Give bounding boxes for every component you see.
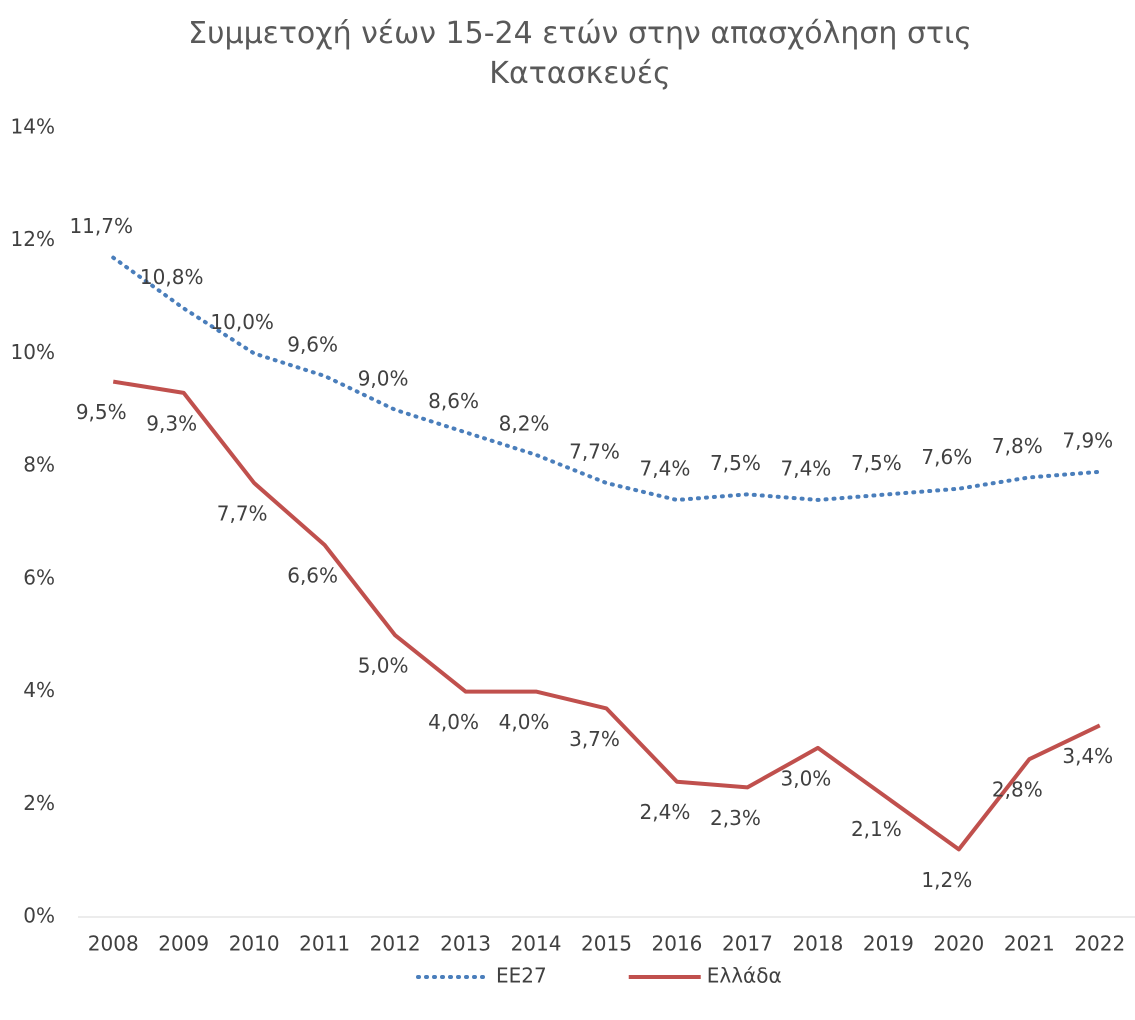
y-tick-label: 14%: [11, 115, 55, 139]
data-label: 8,2%: [499, 411, 550, 435]
x-tick-label: 2010: [229, 932, 280, 956]
data-label: 2,8%: [992, 778, 1043, 802]
y-tick-label: 4%: [23, 678, 55, 702]
x-tick-label: 2021: [1004, 932, 1055, 956]
series-line: [111, 255, 1102, 502]
data-label: 10,0%: [210, 310, 274, 334]
data-label: 2,4%: [640, 800, 691, 824]
data-label: 7,8%: [992, 434, 1043, 458]
y-tick-label: 6%: [23, 565, 55, 589]
data-label: 4,0%: [428, 710, 479, 734]
x-tick-label: 2017: [722, 932, 773, 956]
x-tick-label: 2014: [511, 932, 562, 956]
legend-label: ΕΕ27: [496, 964, 547, 988]
data-label: 9,0%: [358, 366, 409, 390]
y-tick-label: 2%: [23, 791, 55, 815]
data-label: 10,8%: [140, 265, 204, 289]
data-label: 7,7%: [217, 502, 268, 526]
series-line: [112, 379, 1101, 852]
data-label: 4,0%: [499, 710, 550, 734]
y-tick-label: 0%: [23, 904, 55, 928]
data-label: 2,3%: [710, 806, 761, 830]
data-label: 8,6%: [428, 389, 479, 413]
data-label: 11,7%: [69, 214, 133, 238]
x-tick-label: 2011: [299, 932, 350, 956]
x-tick-label: 2015: [581, 932, 632, 956]
data-label: 6,6%: [287, 564, 338, 588]
data-label: 9,5%: [76, 400, 127, 424]
data-label: 1,2%: [921, 868, 972, 892]
data-label: 9,3%: [146, 411, 197, 435]
data-label: 7,4%: [780, 456, 831, 480]
data-label: 7,5%: [851, 451, 902, 475]
x-tick-label: 2020: [933, 932, 984, 956]
x-tick-label: 2009: [158, 932, 209, 956]
x-tick-label: 2012: [370, 932, 421, 956]
x-tick-label: 2008: [88, 932, 139, 956]
data-label: 7,4%: [640, 456, 691, 480]
data-label: 7,5%: [710, 451, 761, 475]
y-tick-label: 12%: [11, 227, 55, 251]
data-label: 3,4%: [1062, 744, 1113, 768]
data-label: 3,0%: [780, 766, 831, 790]
data-label: 5,0%: [358, 654, 409, 678]
data-label: 7,7%: [569, 440, 620, 464]
x-tick-label: 2019: [863, 932, 914, 956]
legend-label: Ελλάδα: [707, 964, 782, 988]
data-label: 3,7%: [569, 727, 620, 751]
chart-title: Συμμετοχή νέων 15-24 ετών στην απασχόλησ…: [188, 16, 972, 91]
data-label: 2,1%: [851, 817, 902, 841]
data-label: 7,6%: [921, 445, 972, 469]
y-tick-label: 10%: [11, 340, 55, 364]
data-label: 7,9%: [1062, 428, 1113, 452]
x-tick-label: 2013: [440, 932, 491, 956]
x-tick-label: 2016: [652, 932, 703, 956]
x-tick-label: 2018: [792, 932, 843, 956]
data-label: 9,6%: [287, 332, 338, 356]
x-tick-label: 2022: [1074, 932, 1125, 956]
y-tick-label: 8%: [23, 453, 55, 477]
